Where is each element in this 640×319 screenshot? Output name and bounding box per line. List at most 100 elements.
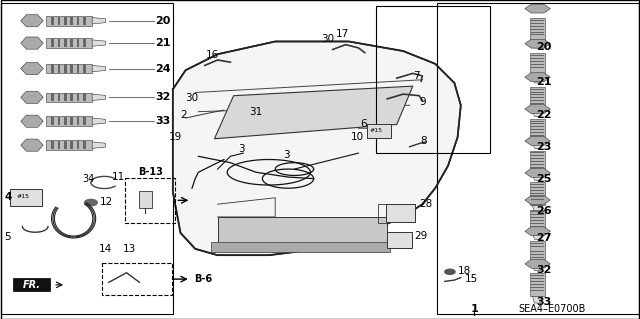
Bar bbox=[531, 167, 544, 168]
Bar bbox=[83, 141, 86, 149]
Text: 4: 4 bbox=[4, 192, 12, 202]
Polygon shape bbox=[532, 264, 543, 271]
Bar bbox=[58, 93, 60, 101]
Polygon shape bbox=[525, 105, 550, 114]
Bar bbox=[530, 18, 545, 41]
Bar bbox=[13, 278, 50, 291]
Polygon shape bbox=[20, 63, 44, 75]
Bar bbox=[77, 39, 79, 47]
Bar bbox=[531, 67, 544, 68]
Bar bbox=[531, 196, 544, 197]
Text: #15: #15 bbox=[17, 194, 29, 199]
Bar bbox=[531, 55, 544, 56]
Bar bbox=[83, 64, 86, 73]
Text: 34: 34 bbox=[83, 174, 95, 184]
Polygon shape bbox=[20, 115, 44, 127]
Bar bbox=[83, 93, 86, 101]
Text: FR.: FR. bbox=[22, 280, 40, 290]
Bar bbox=[64, 117, 67, 125]
Bar bbox=[77, 64, 79, 73]
Text: 9: 9 bbox=[419, 97, 426, 107]
Text: 13: 13 bbox=[123, 244, 136, 255]
Bar bbox=[531, 103, 544, 104]
Bar bbox=[531, 126, 544, 127]
Bar bbox=[531, 132, 544, 133]
Bar bbox=[70, 117, 73, 125]
Polygon shape bbox=[525, 227, 550, 236]
Text: 11: 11 bbox=[111, 172, 125, 182]
Text: 29: 29 bbox=[415, 231, 428, 241]
Text: 7: 7 bbox=[413, 71, 419, 81]
Bar bbox=[387, 232, 412, 248]
Text: 21: 21 bbox=[156, 38, 171, 48]
Bar bbox=[531, 89, 544, 90]
Text: #15: #15 bbox=[370, 128, 383, 133]
Text: 30: 30 bbox=[185, 93, 198, 103]
Polygon shape bbox=[92, 18, 106, 24]
Bar bbox=[531, 61, 544, 62]
Polygon shape bbox=[532, 206, 543, 212]
Text: 33: 33 bbox=[536, 297, 552, 307]
Polygon shape bbox=[532, 174, 543, 180]
Text: 27: 27 bbox=[536, 233, 552, 243]
Polygon shape bbox=[92, 142, 106, 148]
Bar bbox=[531, 32, 544, 33]
Bar bbox=[531, 243, 544, 244]
Bar bbox=[46, 116, 92, 126]
Bar bbox=[83, 39, 86, 47]
Bar bbox=[530, 119, 545, 142]
Bar bbox=[51, 64, 54, 73]
Bar bbox=[530, 53, 545, 76]
Bar bbox=[51, 39, 54, 47]
Bar bbox=[531, 281, 544, 282]
Polygon shape bbox=[532, 142, 543, 148]
Text: 10: 10 bbox=[351, 132, 364, 142]
Bar bbox=[531, 129, 544, 130]
Text: 32: 32 bbox=[536, 264, 552, 275]
Polygon shape bbox=[173, 41, 461, 255]
Bar bbox=[51, 17, 54, 25]
Bar bbox=[531, 223, 544, 224]
Bar bbox=[531, 164, 544, 165]
Text: 18: 18 bbox=[458, 265, 471, 276]
Polygon shape bbox=[92, 118, 106, 124]
Bar bbox=[70, 64, 73, 73]
Polygon shape bbox=[92, 65, 106, 72]
Bar bbox=[64, 64, 67, 73]
Circle shape bbox=[445, 269, 455, 274]
Polygon shape bbox=[214, 86, 413, 139]
Polygon shape bbox=[525, 39, 550, 48]
Bar bbox=[530, 87, 545, 110]
Bar bbox=[46, 38, 92, 48]
Polygon shape bbox=[532, 77, 543, 83]
Text: 5: 5 bbox=[4, 232, 11, 242]
Polygon shape bbox=[525, 4, 550, 13]
Bar bbox=[531, 152, 544, 153]
Bar bbox=[58, 141, 60, 149]
Bar bbox=[70, 141, 73, 149]
Bar bbox=[531, 220, 544, 221]
Circle shape bbox=[84, 199, 97, 206]
Text: 30: 30 bbox=[321, 34, 335, 44]
Bar bbox=[531, 211, 544, 212]
Text: B-13: B-13 bbox=[138, 167, 163, 177]
Bar bbox=[531, 121, 544, 122]
Bar bbox=[531, 161, 544, 162]
Text: 15: 15 bbox=[465, 274, 478, 284]
Bar bbox=[64, 93, 67, 101]
Bar bbox=[77, 117, 79, 125]
Bar bbox=[531, 92, 544, 93]
Text: 2: 2 bbox=[180, 110, 187, 121]
Text: SEA4–E0700B: SEA4–E0700B bbox=[518, 304, 586, 315]
Bar bbox=[531, 123, 544, 124]
Bar bbox=[58, 64, 60, 73]
Text: 24: 24 bbox=[156, 63, 171, 74]
Bar bbox=[531, 193, 544, 194]
Bar bbox=[531, 246, 544, 247]
Bar bbox=[83, 17, 86, 25]
Bar bbox=[102, 263, 172, 295]
Bar bbox=[531, 184, 544, 185]
Text: 33: 33 bbox=[156, 116, 171, 126]
Text: 23: 23 bbox=[536, 142, 552, 152]
Text: 12: 12 bbox=[100, 197, 113, 207]
